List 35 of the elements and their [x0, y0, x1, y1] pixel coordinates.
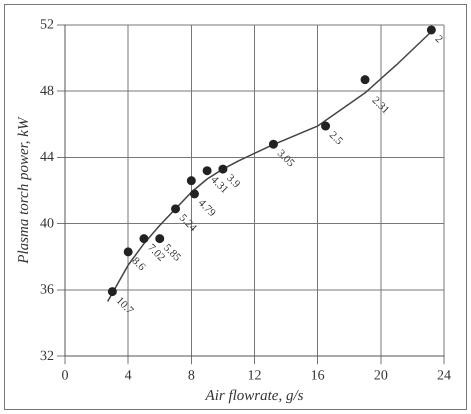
point — [426, 25, 436, 34]
point — [321, 122, 330, 131]
annotation: 2.31 — [369, 94, 392, 116]
annotation: 3.05 — [274, 147, 298, 170]
point — [360, 75, 370, 84]
x-tick-label: 16 — [310, 368, 325, 384]
x-tick-label: 20 — [374, 368, 388, 384]
x-tick-label: 12 — [248, 368, 262, 384]
x-axis-title: Air flowrate, g/s — [204, 388, 304, 404]
point — [268, 140, 278, 149]
point — [124, 247, 133, 256]
y-tick-label: 44 — [40, 150, 54, 166]
annotation: 4.31 — [208, 174, 230, 196]
point — [186, 176, 196, 186]
annotation: 2 — [432, 33, 445, 46]
x-tick-label: 24 — [437, 368, 451, 384]
y-axis-title: Plasma torch power, kW — [16, 116, 32, 265]
point — [108, 287, 117, 296]
x-tick-label: 4 — [124, 368, 132, 384]
point — [190, 189, 199, 198]
point — [202, 166, 212, 176]
annotation: 8.6 — [129, 254, 148, 274]
y-tick-label: 36 — [40, 282, 54, 298]
annotation: 2.5 — [326, 129, 346, 148]
x-tick-label: 8 — [188, 368, 195, 384]
y-tick-label: 40 — [40, 216, 54, 232]
point — [155, 234, 164, 244]
annotation: 10.7 — [114, 294, 136, 318]
point — [218, 164, 228, 174]
y-tick-label: 48 — [40, 84, 54, 99]
y-tick-label: 32 — [40, 348, 54, 364]
point — [139, 234, 148, 244]
point — [171, 204, 180, 214]
x-tick-label: 0 — [62, 368, 68, 384]
y-tick-label: 52 — [40, 18, 54, 33]
